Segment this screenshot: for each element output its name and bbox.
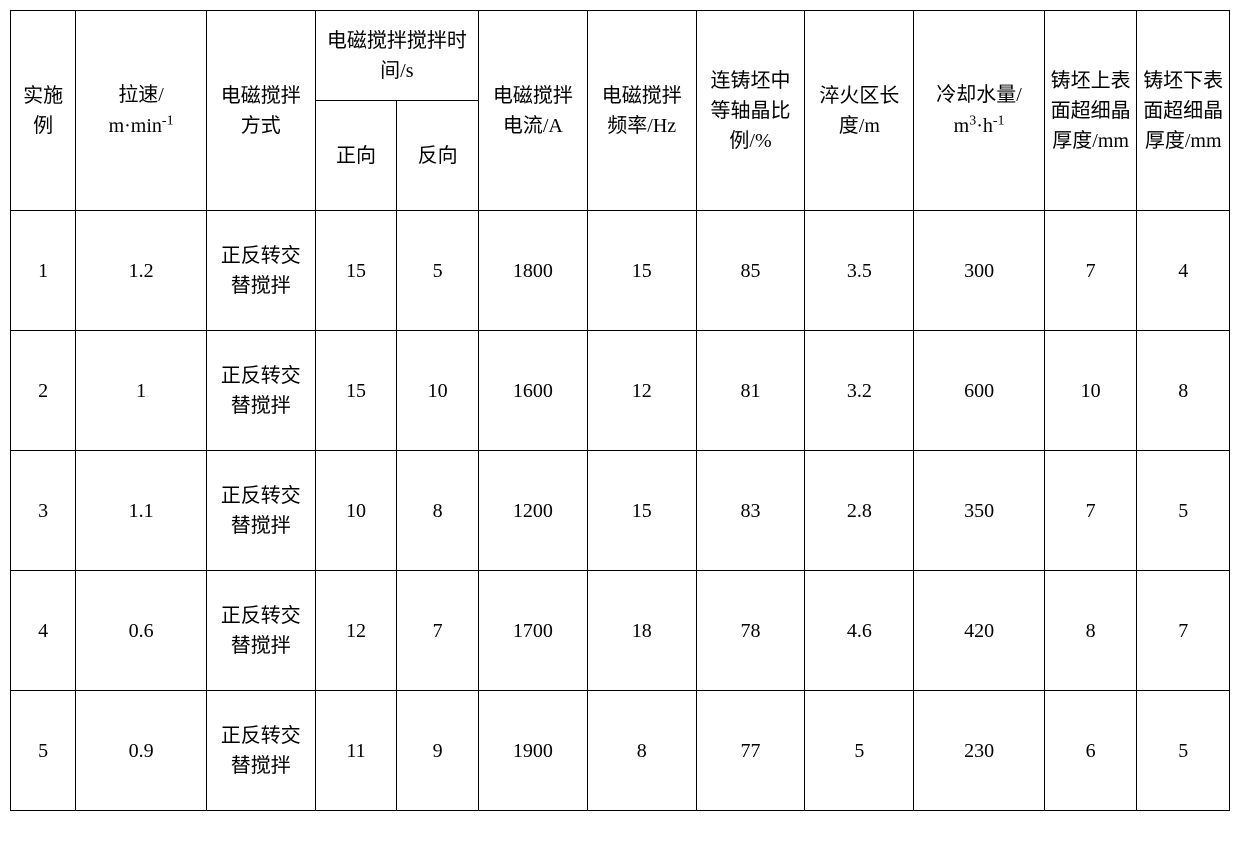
cell-reverse: 7 (397, 571, 479, 691)
header-label: 铸坯上表面超细晶厚度/mm (1051, 70, 1131, 152)
header-example-id: 实施例 (11, 11, 76, 211)
cell-water: 600 (914, 331, 1045, 451)
cell-upper: 7 (1044, 211, 1137, 331)
cell-ratio: 78 (696, 571, 805, 691)
header-stir-freq: 电磁搅拌频率/Hz (587, 11, 696, 211)
cell-ratio: 85 (696, 211, 805, 331)
cell-method: 正反转交替搅拌 (206, 451, 315, 571)
header-label: 电磁搅拌搅拌时间/s (327, 30, 467, 82)
cell-current: 1700 (478, 571, 587, 691)
header-stir-current: 电磁搅拌电流/A (478, 11, 587, 211)
cell-id: 2 (11, 331, 76, 451)
header-label: 淬火区长度/m (819, 85, 899, 137)
header-equiaxed-ratio: 连铸坯中等轴晶比例/% (696, 11, 805, 211)
header-label: 拉速/m·min-1 (109, 84, 174, 137)
cell-forward: 12 (315, 571, 397, 691)
table-body: 11.2正反转交替搅拌155180015853.53007421正反转交替搅拌1… (11, 211, 1230, 811)
cell-current: 1200 (478, 451, 587, 571)
cell-reverse: 9 (397, 691, 479, 811)
cell-id: 1 (11, 211, 76, 331)
data-table: 实施例 拉速/m·min-1 电磁搅拌方式 电磁搅拌搅拌时间/s 电磁搅拌电流/… (10, 10, 1230, 811)
cell-lower: 8 (1137, 331, 1230, 451)
cell-quench: 4.6 (805, 571, 914, 691)
header-quench-length: 淬火区长度/m (805, 11, 914, 211)
table-row: 21正反转交替搅拌1510160012813.2600108 (11, 331, 1230, 451)
cell-lower: 7 (1137, 571, 1230, 691)
header-stir-method: 电磁搅拌方式 (206, 11, 315, 211)
cell-forward: 15 (315, 331, 397, 451)
table-row: 31.1正反转交替搅拌108120015832.835075 (11, 451, 1230, 571)
header-label: 铸坯下表面超细晶厚度/mm (1143, 70, 1223, 152)
cell-reverse: 10 (397, 331, 479, 451)
header-label: 连铸坯中等轴晶比例/% (711, 70, 791, 152)
cell-upper: 8 (1044, 571, 1137, 691)
cell-freq: 15 (587, 211, 696, 331)
header-stir-time-group: 电磁搅拌搅拌时间/s (315, 11, 478, 101)
header-label: 电磁搅拌方式 (221, 85, 301, 137)
cell-speed: 1 (76, 331, 207, 451)
cell-speed: 1.1 (76, 451, 207, 571)
cell-lower: 4 (1137, 211, 1230, 331)
cell-water: 300 (914, 211, 1045, 331)
cell-reverse: 5 (397, 211, 479, 331)
cell-quench: 2.8 (805, 451, 914, 571)
cell-freq: 18 (587, 571, 696, 691)
cell-method: 正反转交替搅拌 (206, 211, 315, 331)
cell-forward: 11 (315, 691, 397, 811)
table-header: 实施例 拉速/m·min-1 电磁搅拌方式 电磁搅拌搅拌时间/s 电磁搅拌电流/… (11, 11, 1230, 211)
cell-method: 正反转交替搅拌 (206, 331, 315, 451)
cell-quench: 3.5 (805, 211, 914, 331)
cell-lower: 5 (1137, 451, 1230, 571)
cell-forward: 10 (315, 451, 397, 571)
cell-quench: 3.2 (805, 331, 914, 451)
cell-speed: 0.9 (76, 691, 207, 811)
header-reverse: 反向 (397, 101, 479, 211)
cell-method: 正反转交替搅拌 (206, 691, 315, 811)
cell-water: 230 (914, 691, 1045, 811)
cell-upper: 10 (1044, 331, 1137, 451)
cell-current: 1900 (478, 691, 587, 811)
cell-ratio: 83 (696, 451, 805, 571)
cell-id: 3 (11, 451, 76, 571)
header-upper-thickness: 铸坯上表面超细晶厚度/mm (1044, 11, 1137, 211)
cell-upper: 6 (1044, 691, 1137, 811)
cell-freq: 8 (587, 691, 696, 811)
header-label: 正向 (336, 145, 376, 167)
cell-ratio: 81 (696, 331, 805, 451)
cell-forward: 15 (315, 211, 397, 331)
header-label: 反向 (418, 145, 458, 167)
cell-id: 5 (11, 691, 76, 811)
cell-lower: 5 (1137, 691, 1230, 811)
header-pull-speed: 拉速/m·min-1 (76, 11, 207, 211)
cell-speed: 0.6 (76, 571, 207, 691)
cell-quench: 5 (805, 691, 914, 811)
cell-method: 正反转交替搅拌 (206, 571, 315, 691)
cell-reverse: 8 (397, 451, 479, 571)
cell-freq: 15 (587, 451, 696, 571)
cell-water: 420 (914, 571, 1045, 691)
header-forward: 正向 (315, 101, 397, 211)
table-row: 40.6正反转交替搅拌127170018784.642087 (11, 571, 1230, 691)
header-label: 电磁搅拌电流/A (493, 85, 573, 137)
cell-id: 4 (11, 571, 76, 691)
cell-ratio: 77 (696, 691, 805, 811)
header-label: 冷却水量/m3·h-1 (936, 84, 1022, 137)
header-label: 电磁搅拌频率/Hz (602, 85, 682, 137)
header-label: 实施例 (23, 85, 63, 137)
cell-upper: 7 (1044, 451, 1137, 571)
cell-water: 350 (914, 451, 1045, 571)
table-row: 11.2正反转交替搅拌155180015853.530074 (11, 211, 1230, 331)
header-cooling-water: 冷却水量/m3·h-1 (914, 11, 1045, 211)
cell-speed: 1.2 (76, 211, 207, 331)
header-lower-thickness: 铸坯下表面超细晶厚度/mm (1137, 11, 1230, 211)
cell-freq: 12 (587, 331, 696, 451)
cell-current: 1600 (478, 331, 587, 451)
cell-current: 1800 (478, 211, 587, 331)
table-row: 50.9正反转交替搅拌1191900877523065 (11, 691, 1230, 811)
